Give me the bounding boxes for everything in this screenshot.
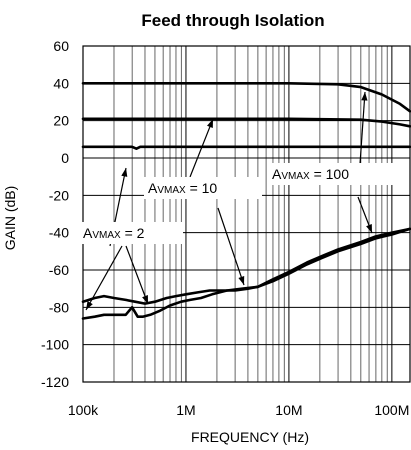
annotation-arrow-line [125,245,149,305]
series-line-gain-2 [81,117,411,128]
x-tick-label: 10M [275,402,302,418]
y-tick-label: 40 [53,75,69,91]
annotation-arrows [85,91,373,311]
x-tick-label: 100M [374,402,409,418]
series-line-isolation-5 [81,227,411,320]
y-tick-label: -100 [41,337,69,353]
annotation-arrow-line [359,91,366,165]
series-line-isolation-4 [81,227,411,305]
annotation-subscript: VMAX [157,185,186,196]
annotation-subscript: VMAX [281,171,310,182]
chart-title: Feed through Isolation [141,11,324,30]
y-tick-label: -60 [49,262,69,278]
series-line-gain-1 [81,82,411,113]
annotation-value: = 2 [121,225,145,241]
annotation-main: A [148,180,158,196]
annotation-main: A [272,166,282,182]
annotation-avmax: AVMAX = 2 [83,225,145,241]
annotation-subscript: VMAX [92,230,121,241]
y-tick-label: 0 [61,150,69,166]
annotation-background [144,177,262,199]
y-tick-label: 60 [53,38,69,54]
y-tick-label: -20 [49,187,69,203]
y-axis-ticks: 60 40 20 0 -20 -40 -60 -80 -100 -120 [41,38,69,390]
annotation-avmax: AVMAX = 10 [148,180,217,196]
annotation-value: = 100 [310,166,350,182]
y-tick-label: -80 [49,299,69,315]
x-axis-label: FREQUENCY (Hz) [191,429,309,445]
annotation-main: A [83,225,93,241]
y-tick-label: -40 [49,225,69,241]
y-axis-label: GAIN (dB) [2,186,18,251]
annotation-arrow-line [217,207,245,286]
annotation-arrowhead [361,92,368,101]
annotation-arrowhead [207,119,213,128]
plot-frame [82,45,411,383]
annotation-arrow-line [189,118,214,178]
x-axis-ticks: 100k 1M 10M 100M [68,402,410,418]
annotation-value: = 10 [186,180,218,196]
x-tick-label: 1M [176,402,195,418]
series-line-gain-3 [81,145,411,150]
annotation-background [268,163,406,185]
y-tick-label: -120 [41,374,69,390]
annotation-arrowhead [86,301,93,310]
annotation-avmax: AVMAX = 100 [272,166,349,182]
annotation-background [79,222,183,244]
grid [82,45,410,383]
annotation-arrowhead [121,168,128,177]
annotation-arrowhead [238,276,245,285]
annotation-arrow-line [85,245,123,311]
curves [81,82,411,320]
annotation-arrowhead [366,224,372,233]
x-tick-label: 100k [68,402,99,418]
y-tick-label: 20 [53,113,69,129]
annotation-arrowhead [142,295,148,304]
